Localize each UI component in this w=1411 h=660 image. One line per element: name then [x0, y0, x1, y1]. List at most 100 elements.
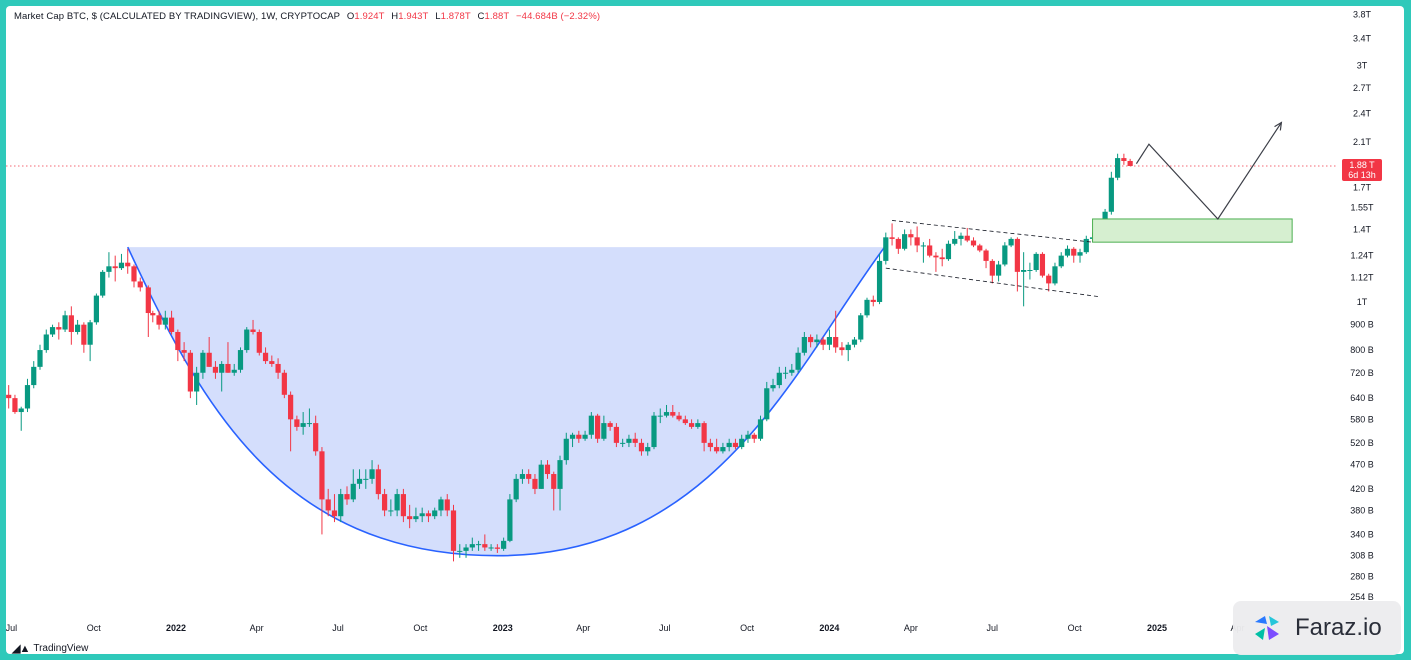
- candle-body: [551, 474, 557, 489]
- candle-body: [501, 540, 507, 549]
- candle-body: [381, 494, 388, 511]
- price-axis[interactable]: 3.8T 3.4T 3T 2.7T 2.4T 2.1T 1.7T 1.55T 1.4T 1.24T…: [1350, 9, 1374, 602]
- candle-body: [81, 324, 87, 345]
- candle-body: [432, 510, 438, 517]
- change-value: −44.684B (−2.32%): [516, 11, 601, 22]
- candle-body: [131, 266, 137, 282]
- price-tick-label: 1.24T: [1350, 251, 1374, 261]
- candle-body: [883, 237, 889, 261]
- bar-countdown-label: 6d 13h: [1348, 170, 1376, 180]
- candle-body: [118, 262, 125, 269]
- candle-body: [864, 299, 870, 316]
- candle-body: [475, 544, 482, 546]
- candle-body: [920, 245, 926, 247]
- candle-body: [845, 344, 851, 351]
- high-value: 1.943T: [398, 11, 429, 22]
- candle-body: [294, 419, 300, 427]
- time-tick-label: Jul: [987, 623, 999, 633]
- candle-body: [902, 234, 908, 249]
- candle-body: [200, 352, 206, 373]
- channel-upper-line: [892, 220, 1093, 243]
- low-label: L: [435, 11, 441, 22]
- candle-body: [995, 264, 1002, 276]
- candle-body: [244, 329, 250, 351]
- candle-body: [757, 419, 764, 439]
- price-chart[interactable]: 3.8T 3.4T 3T 2.7T 2.4T 2.1T 1.7T 1.55T 1.4T 1.24T…: [6, 6, 1404, 654]
- candle-body: [519, 474, 526, 479]
- candle-body: [720, 447, 726, 452]
- candle-body: [876, 260, 883, 302]
- candle-body: [563, 438, 569, 461]
- candle-body: [482, 544, 488, 548]
- price-tick-label: 1T: [1357, 297, 1368, 307]
- candle-body: [1121, 158, 1127, 161]
- candle-body: [895, 238, 901, 249]
- candle-body: [1046, 275, 1052, 284]
- candle-body: [688, 423, 695, 427]
- candle-body: [839, 347, 845, 351]
- candle-body: [1033, 253, 1039, 271]
- cup-fill-area: [127, 245, 886, 556]
- symbol-label: Market Cap BTC, $ (CALCULATED BY TRADING…: [14, 11, 341, 22]
- time-tick-label: Oct: [740, 623, 755, 633]
- candle-body: [93, 295, 99, 323]
- time-tick-label: Apr: [250, 623, 264, 633]
- candle-body: [538, 464, 544, 489]
- candle-body: [1077, 252, 1083, 256]
- candle-body: [1083, 238, 1089, 253]
- time-tick-label: 2024: [819, 623, 839, 633]
- candle-body: [256, 331, 262, 353]
- candle-body: [338, 494, 344, 517]
- price-tick-label: 640 B: [1350, 393, 1374, 403]
- candle-body: [12, 398, 18, 413]
- price-tick-label: 1.7T: [1353, 183, 1372, 193]
- candle-body: [43, 334, 49, 351]
- candle-body: [952, 238, 958, 244]
- tradingview-logo-icon: ◢▲: [12, 643, 30, 654]
- candle-body: [438, 499, 444, 511]
- candle-body: [820, 339, 826, 345]
- candle-body: [620, 442, 626, 444]
- candle-body: [194, 372, 200, 392]
- candle-body: [407, 516, 413, 520]
- candle-body: [87, 322, 93, 345]
- price-tick-label: 3.8T: [1353, 9, 1372, 19]
- candle-body: [137, 281, 143, 288]
- candle-body: [250, 329, 256, 332]
- price-tick-label: 380 B: [1350, 505, 1374, 515]
- candle-body: [607, 423, 613, 427]
- projection-path-line: [1135, 122, 1282, 220]
- cup-pattern-layer: [126, 244, 887, 557]
- candle-body: [1127, 160, 1133, 166]
- candle-body: [112, 266, 118, 269]
- candle-body: [306, 423, 313, 425]
- candle-body: [945, 243, 952, 260]
- candle-body: [225, 363, 231, 373]
- open-label: O: [346, 11, 355, 22]
- tradingview-logo-text: TradingView: [33, 643, 89, 654]
- candle-body: [469, 544, 475, 548]
- candle-body: [100, 271, 106, 296]
- candle-body: [657, 415, 663, 417]
- candle-body: [532, 478, 538, 489]
- candle-body: [601, 423, 607, 439]
- candle-body: [187, 352, 193, 392]
- candle-body: [927, 245, 933, 256]
- time-tick-label: Jul: [659, 623, 671, 633]
- candle-body: [851, 339, 858, 345]
- candle-body: [764, 388, 770, 420]
- candle-body: [513, 478, 519, 500]
- time-axis[interactable]: Jul Oct 2022 Apr Jul Oct 2023 Apr Jul Oct 2024 Apr J…: [6, 623, 1245, 633]
- candle-body: [488, 547, 494, 549]
- candle-body: [745, 434, 751, 439]
- candle-body: [651, 415, 657, 448]
- time-tick-label: 2022: [166, 623, 186, 633]
- candle-body: [582, 434, 588, 439]
- channel-lower-line: [885, 267, 1099, 298]
- tradingview-logo[interactable]: ◢▲ TradingView: [12, 642, 88, 654]
- candle-body: [707, 442, 713, 448]
- candle-body: [419, 513, 425, 517]
- candle-body: [569, 434, 576, 439]
- candle-body: [914, 237, 920, 246]
- cup-curve-line: [126, 244, 887, 557]
